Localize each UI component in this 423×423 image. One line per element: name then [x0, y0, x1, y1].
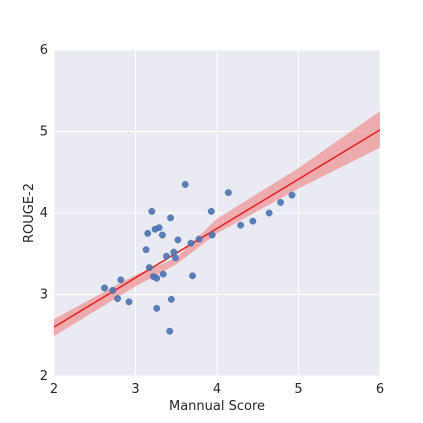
data-point: [174, 236, 182, 244]
data-point: [170, 248, 178, 256]
data-point: [187, 239, 195, 247]
confidence-band-layer: [54, 111, 380, 337]
data-point: [159, 270, 167, 278]
data-point: [125, 298, 133, 306]
data-point: [153, 274, 161, 282]
data-point: [163, 252, 170, 260]
y-tick-label: 2: [40, 369, 48, 384]
y-tick-label: 5: [40, 125, 48, 140]
x-tick-labels: 2 3 4 5 6: [50, 382, 384, 397]
data-point: [249, 217, 257, 225]
data-point: [288, 191, 296, 199]
data-point: [224, 189, 232, 197]
data-point: [208, 231, 216, 239]
data-point: [171, 254, 179, 262]
data-point: [277, 198, 285, 206]
confidence-band: [54, 111, 380, 337]
y-tick-label: 3: [40, 288, 48, 303]
data-point: [265, 209, 273, 217]
data-point: [167, 214, 174, 222]
data-point: [101, 284, 108, 292]
data-point: [117, 276, 125, 284]
data-point: [142, 246, 150, 254]
data-point: [158, 231, 166, 239]
gridlines: [53, 49, 381, 377]
x-tick-label: 6: [376, 382, 384, 397]
x-axis-label: Mannual Score: [169, 399, 265, 414]
x-tick-label: 4: [213, 382, 221, 397]
x-tick-label: 2: [50, 382, 58, 397]
regression-line: [53, 129, 381, 328]
data-point: [237, 221, 245, 229]
data-point: [114, 295, 122, 303]
data-point: [166, 327, 174, 335]
data-point: [153, 304, 161, 312]
data-point: [195, 235, 203, 243]
y-tick-label: 6: [40, 43, 48, 58]
data-point: [181, 181, 189, 188]
data-points: [101, 181, 296, 335]
data-point: [148, 207, 156, 215]
x-tick-label: 5: [294, 382, 302, 397]
y-tick-labels: 2 3 4 5 6: [40, 43, 48, 384]
data-point: [145, 264, 153, 272]
data-point: [144, 229, 152, 237]
y-tick-label: 4: [40, 206, 48, 221]
data-point: [189, 272, 197, 280]
data-point: [207, 207, 215, 215]
y-axis-label: ROUGE-2: [22, 183, 37, 243]
regression-line-layer: [53, 129, 381, 328]
data-point: [167, 295, 175, 303]
data-point: [109, 286, 117, 294]
data-point: [155, 224, 163, 232]
x-tick-label: 3: [131, 382, 139, 397]
